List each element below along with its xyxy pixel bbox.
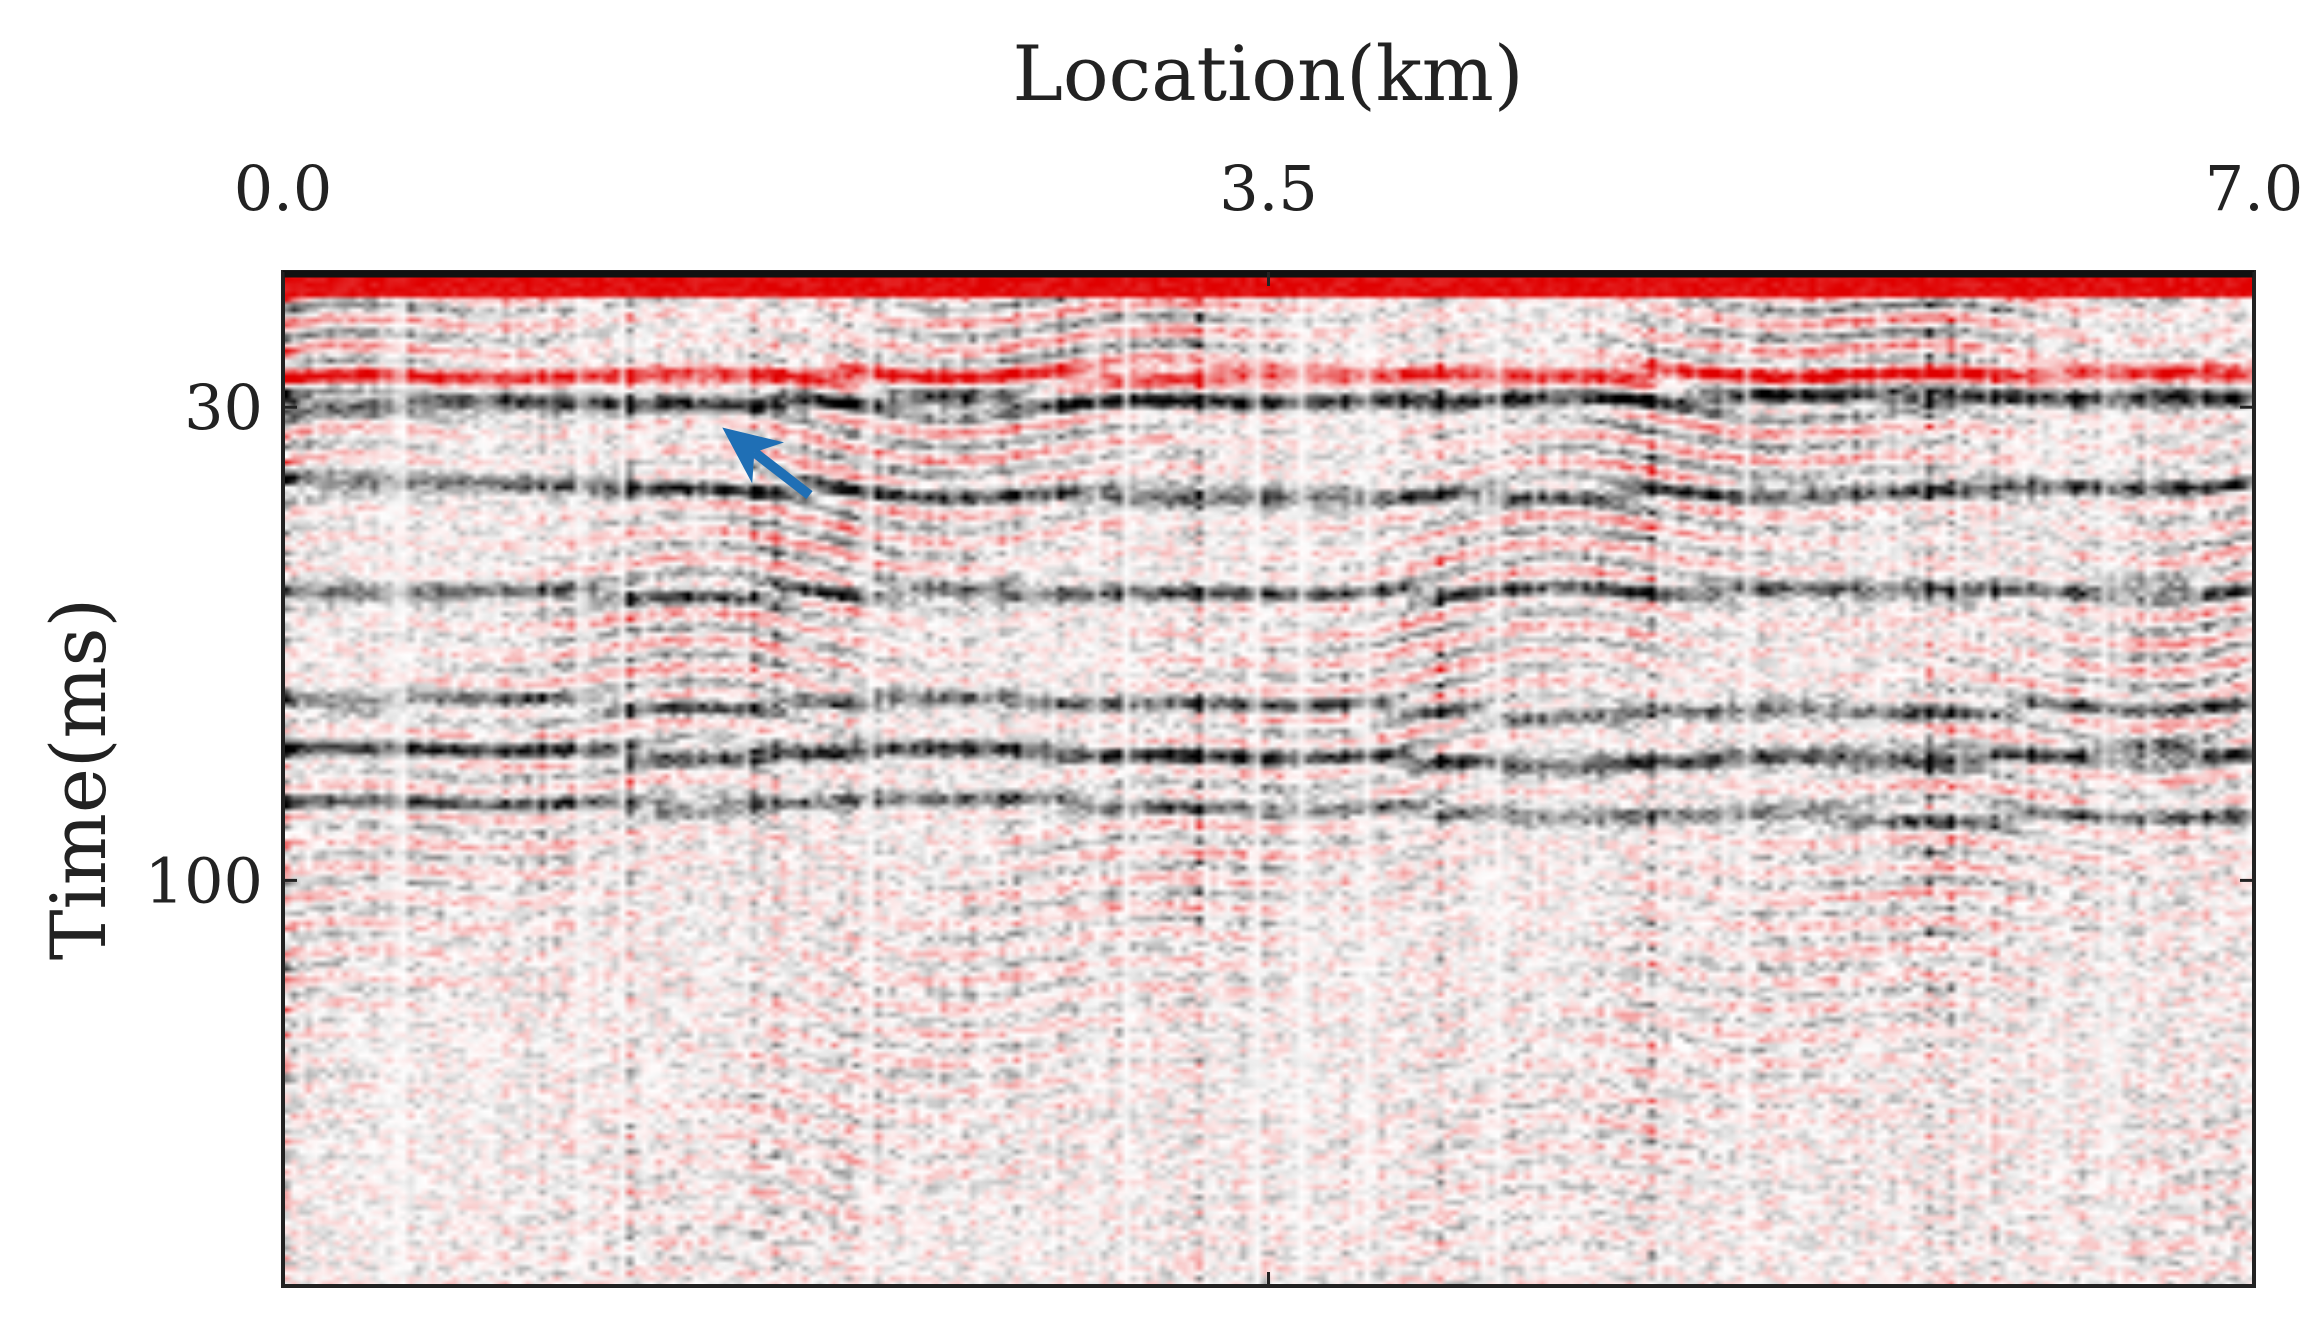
plot-area	[281, 270, 2256, 1288]
x-tick-labels: 0.0 3.5 7.0	[234, 152, 2304, 225]
seismic-amplitude-heatmap	[283, 272, 2254, 1286]
axis-ticks	[281, 272, 2256, 1286]
x-axis-label: Location(km)	[1012, 29, 1523, 118]
y-axis-label: Time(ms)	[34, 598, 123, 960]
y-tick-labels: 30 100	[145, 371, 263, 917]
arrow-shaft	[751, 448, 813, 500]
y-tick-label: 100	[145, 844, 263, 917]
x-tick-label: 0.0	[234, 152, 333, 225]
x-tick-label: 3.5	[1219, 152, 1318, 225]
y-tick-label: 30	[184, 371, 263, 444]
annotation-arrow	[722, 427, 813, 500]
x-tick-label: 7.0	[2205, 152, 2304, 225]
arrow-head	[722, 427, 785, 484]
